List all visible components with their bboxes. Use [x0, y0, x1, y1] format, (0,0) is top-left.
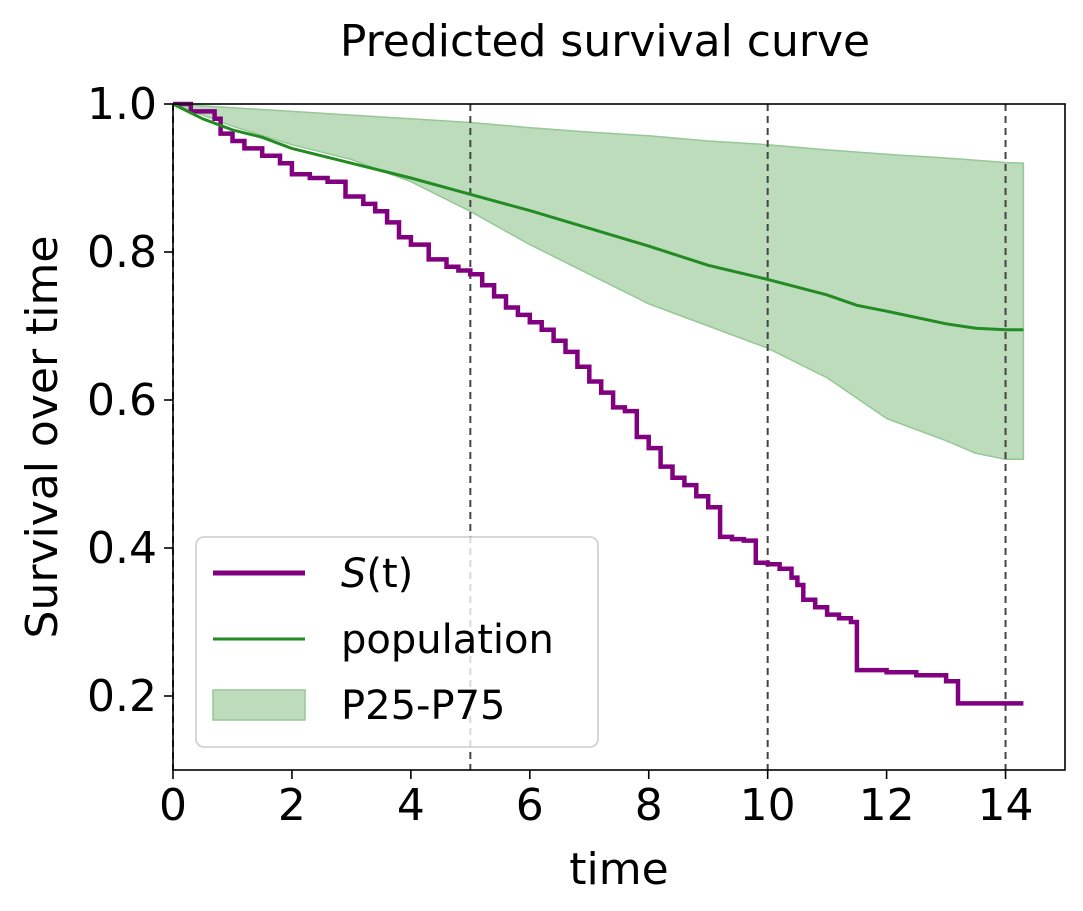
y-axis: 0.2 0.4 0.6 0.8 1.0 — [87, 79, 173, 722]
y-tick-label: 1.0 — [87, 79, 157, 130]
x-tick-label: 10 — [740, 780, 796, 831]
x-tick-label: 2 — [278, 780, 306, 831]
x-tick-label: 6 — [516, 780, 544, 831]
y-tick-label: 0.4 — [87, 523, 157, 574]
legend-swatch-band — [212, 689, 306, 721]
x-axis-label: time — [569, 844, 668, 895]
chart-title: Predicted survival curve — [340, 16, 870, 67]
band-p25-p75 — [172, 103, 1025, 460]
y-tick-label: 0.2 — [87, 671, 157, 722]
series-survival-line — [173, 101, 1024, 706]
x-tick-label: 12 — [859, 780, 915, 831]
legend-label-band: P25-P75 — [341, 683, 505, 729]
x-tick-label: 14 — [978, 780, 1034, 831]
x-tick-label: 0 — [159, 780, 187, 831]
plot-area — [172, 101, 1025, 770]
plot-frame — [172, 103, 1066, 771]
x-axis: 0 2 4 6 8 10 12 14 — [159, 770, 1034, 831]
legend-label-survival: S(t) — [341, 551, 413, 597]
legend: S(t) population P25-P75 — [195, 536, 599, 748]
legend-label-population: population — [341, 617, 554, 663]
x-tick-label: 8 — [635, 780, 663, 831]
y-tick-label: 0.8 — [87, 227, 157, 278]
y-axis-label: Survival over time — [17, 236, 68, 639]
y-tick-label: 0.6 — [87, 375, 157, 426]
x-tick-label: 4 — [397, 780, 425, 831]
series-population-line — [172, 102, 1024, 332]
